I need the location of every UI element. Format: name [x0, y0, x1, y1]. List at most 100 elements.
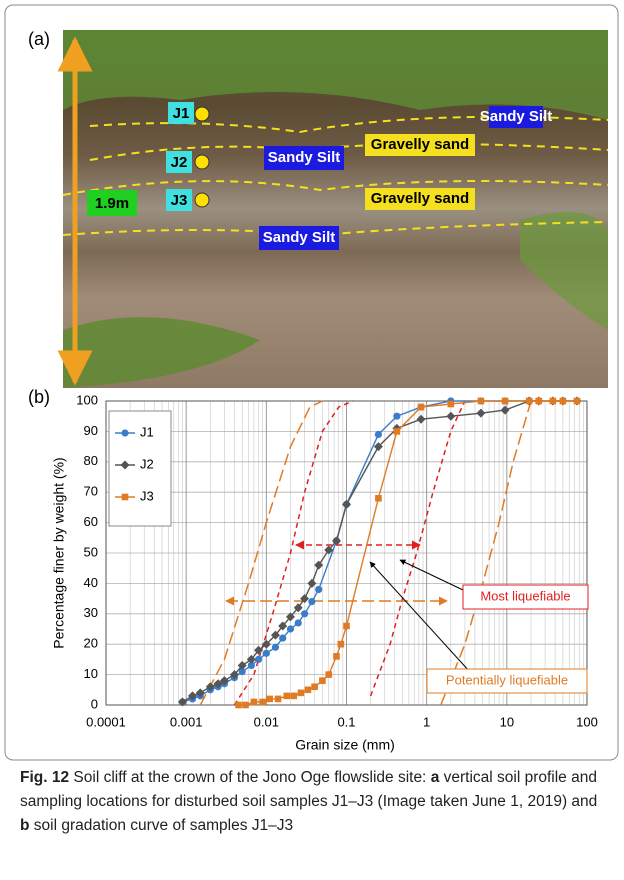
y-tick-label: 30: [84, 605, 98, 620]
sample-tag: J2: [166, 151, 192, 173]
data-point: [297, 689, 305, 697]
plot-border: [105, 400, 588, 706]
x-tick-label: 0.01: [254, 714, 279, 729]
data-point: [290, 692, 298, 700]
layer-tag: Sandy Silt: [259, 226, 339, 250]
annotation-box: [462, 584, 589, 610]
data-point: [308, 598, 316, 606]
sample-label: J2: [171, 154, 188, 171]
data-point: [447, 400, 455, 408]
sample-tag: J1: [168, 102, 194, 124]
data-point: [235, 701, 242, 709]
data-point: [315, 585, 323, 594]
data-point: [559, 397, 567, 405]
data-point: [307, 578, 317, 588]
height-label: 1.9m: [95, 195, 129, 212]
data-point: [417, 403, 425, 411]
data-point: [254, 645, 264, 655]
caption-text: soil gradation curve of samples J1–J3: [29, 817, 294, 834]
caption-panel: a: [430, 769, 440, 786]
data-point: [195, 688, 205, 698]
panel-label: (b): [28, 387, 50, 407]
layer-label: Gravelly sand: [371, 136, 469, 153]
layer-tag: Sandy Silt: [264, 146, 344, 170]
data-point: [342, 499, 351, 509]
x-tick-label: 0.001: [170, 714, 203, 729]
annotation-label: Potentially liquefiable: [446, 672, 568, 687]
data-point: [324, 545, 334, 555]
data-point: [247, 661, 255, 670]
annotation-box: [426, 668, 588, 694]
x-tick-label: 0.0001: [86, 714, 126, 729]
panel-label: (a): [28, 29, 50, 49]
data-point: [213, 679, 223, 689]
data-point: [259, 698, 266, 706]
data-point: [237, 660, 247, 670]
data-point: [279, 634, 287, 642]
y-tick-label: 10: [84, 666, 98, 681]
data-point: [250, 698, 258, 706]
caption: Fig. 12 Soil cliff at the crown of the J…: [20, 766, 610, 838]
plot: 0 10 20 30 40 50 60 70 80 90 100 0.0001 0.001 0.01 0.1…: [76, 392, 598, 729]
caption-text: vertical soil profile and sampling locat…: [20, 769, 598, 810]
data-point: [446, 411, 456, 421]
layer-tag: Sandy Silt: [480, 106, 553, 128]
data-point: [242, 701, 249, 709]
callout-arrow: [369, 561, 471, 673]
data-point: [219, 676, 229, 686]
data-point: [254, 655, 263, 664]
data-point: [262, 649, 270, 657]
data-point: [293, 603, 303, 613]
data-point: [535, 397, 543, 405]
data-point: [343, 622, 350, 630]
legend-marker: [120, 460, 130, 470]
x-tick-label: 1: [423, 714, 430, 729]
caption-text: Soil cliff at the crown of the Jono Oge …: [69, 769, 431, 786]
data-point: [319, 677, 326, 684]
data-point: [229, 670, 239, 680]
figure-number: Fig. 12: [20, 769, 70, 786]
data-point: [278, 621, 288, 631]
data-point: [304, 686, 312, 694]
data-point: [266, 695, 273, 703]
data-point: [477, 397, 485, 405]
layer-label: Sandy Silt: [263, 229, 336, 246]
data-point: [374, 430, 383, 439]
height-tag: 1.9m: [87, 190, 137, 216]
data-point: [294, 619, 302, 627]
annotation-label: Most liquefiable: [480, 588, 570, 603]
y-tick-label: 20: [84, 636, 98, 651]
sample-label: J1: [173, 105, 190, 122]
x-tick-label: 0.1: [337, 714, 355, 729]
boundary-curve: [233, 400, 354, 706]
data-point: [271, 643, 280, 651]
y-tick-label: 70: [84, 484, 98, 499]
y-axis-title: Percentage finer by weight (%): [51, 457, 67, 648]
layer-label: Sandy Silt: [480, 108, 553, 125]
legend-marker: [121, 493, 129, 501]
data-point: [476, 408, 486, 418]
data-point: [393, 412, 401, 420]
layer-tag: Gravelly sand: [365, 134, 475, 156]
legend-label: J2: [140, 456, 154, 471]
callout-arrow: [399, 559, 464, 591]
data-point: [416, 414, 426, 424]
legend-label: J3: [140, 488, 154, 503]
sample-tag: J3: [166, 189, 192, 211]
data-point: [285, 612, 295, 622]
data-point: [393, 428, 401, 435]
data-point: [286, 625, 295, 633]
data-point: [373, 442, 383, 452]
legend-marker: [121, 429, 129, 437]
legend-box: [108, 410, 172, 527]
caption-panel: b: [20, 817, 30, 834]
y-tick-label: 80: [84, 453, 98, 468]
data-point: [573, 397, 581, 405]
y-tick-label: 50: [84, 544, 98, 559]
data-point: [238, 667, 246, 676]
data-point: [314, 560, 324, 570]
data-point: [300, 594, 310, 604]
frame: [4, 4, 619, 761]
